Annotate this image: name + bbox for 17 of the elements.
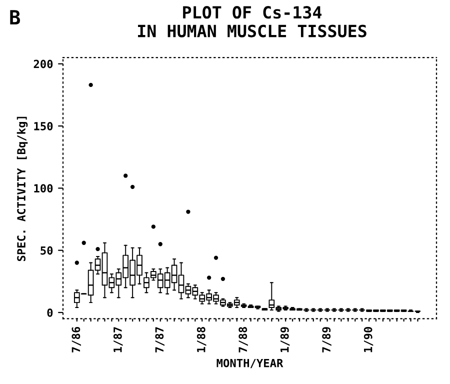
x-axis-title: MONTH/YEAR: [216, 358, 284, 368]
x-tick-label: 1/89: [280, 327, 290, 352]
chart-title: PLOT OF Cs-134 IN HUMAN MUSCLE TISSUES: [138, 6, 366, 38]
y-tick-label: 100: [34, 184, 53, 193]
y-tick-label: 200: [34, 60, 53, 68]
x-tick-label: 7/88: [238, 327, 248, 352]
y-axis-title: SPEC. ACTIVITY [Bq/kg]: [16, 116, 28, 262]
text: B: [10, 10, 20, 24]
x-tick-label: 1/88: [196, 327, 206, 352]
y-tick-label: 50: [40, 246, 53, 255]
x-tick-label: 1/87: [113, 327, 123, 352]
x-tick-label: 7/87: [155, 327, 164, 352]
x-tick-label: 7/89: [322, 327, 332, 352]
x-tick-label: 1/90: [364, 327, 374, 352]
y-tick-label: 0: [47, 308, 53, 317]
x-tick-label: 7/86: [72, 326, 82, 352]
y-tick-label: 150: [34, 122, 53, 130]
